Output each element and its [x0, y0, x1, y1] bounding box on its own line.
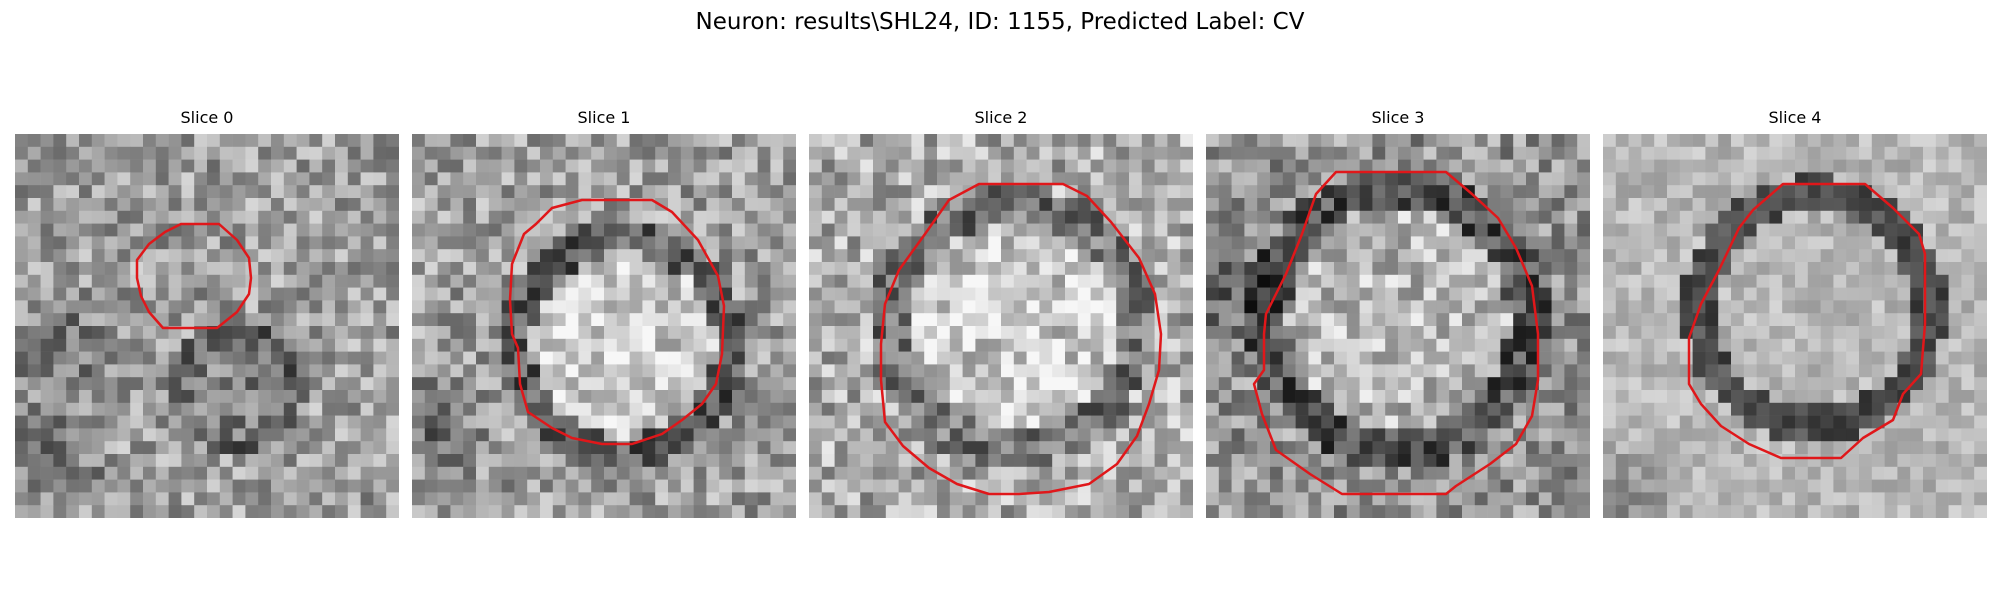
slice-title: Slice 4 — [1603, 108, 1987, 128]
slice-panel-0: Slice 0 — [15, 108, 399, 128]
cell-contour — [881, 184, 1161, 494]
slice-panel-1: Slice 1 — [412, 108, 796, 128]
figure-title: Neuron: results\SHL24, ID: 1155, Predict… — [0, 6, 2000, 38]
slice-panel-4: Slice 4 — [1603, 108, 1987, 128]
slice-image — [412, 134, 796, 518]
cell-contour — [510, 200, 724, 444]
slice-image — [809, 134, 1193, 518]
slice-image — [1206, 134, 1590, 518]
cell-contour — [137, 224, 251, 328]
slice-title: Slice 1 — [412, 108, 796, 128]
slice-title: Slice 3 — [1206, 108, 1590, 128]
slice-title: Slice 2 — [809, 108, 1193, 128]
slice-panel-3: Slice 3 — [1206, 108, 1590, 128]
slice-panel-2: Slice 2 — [809, 108, 1193, 128]
slice-image — [15, 134, 399, 518]
slice-title: Slice 0 — [15, 108, 399, 128]
cell-contour — [1689, 184, 1925, 458]
cell-contour — [1254, 172, 1538, 494]
slice-image — [1603, 134, 1987, 518]
